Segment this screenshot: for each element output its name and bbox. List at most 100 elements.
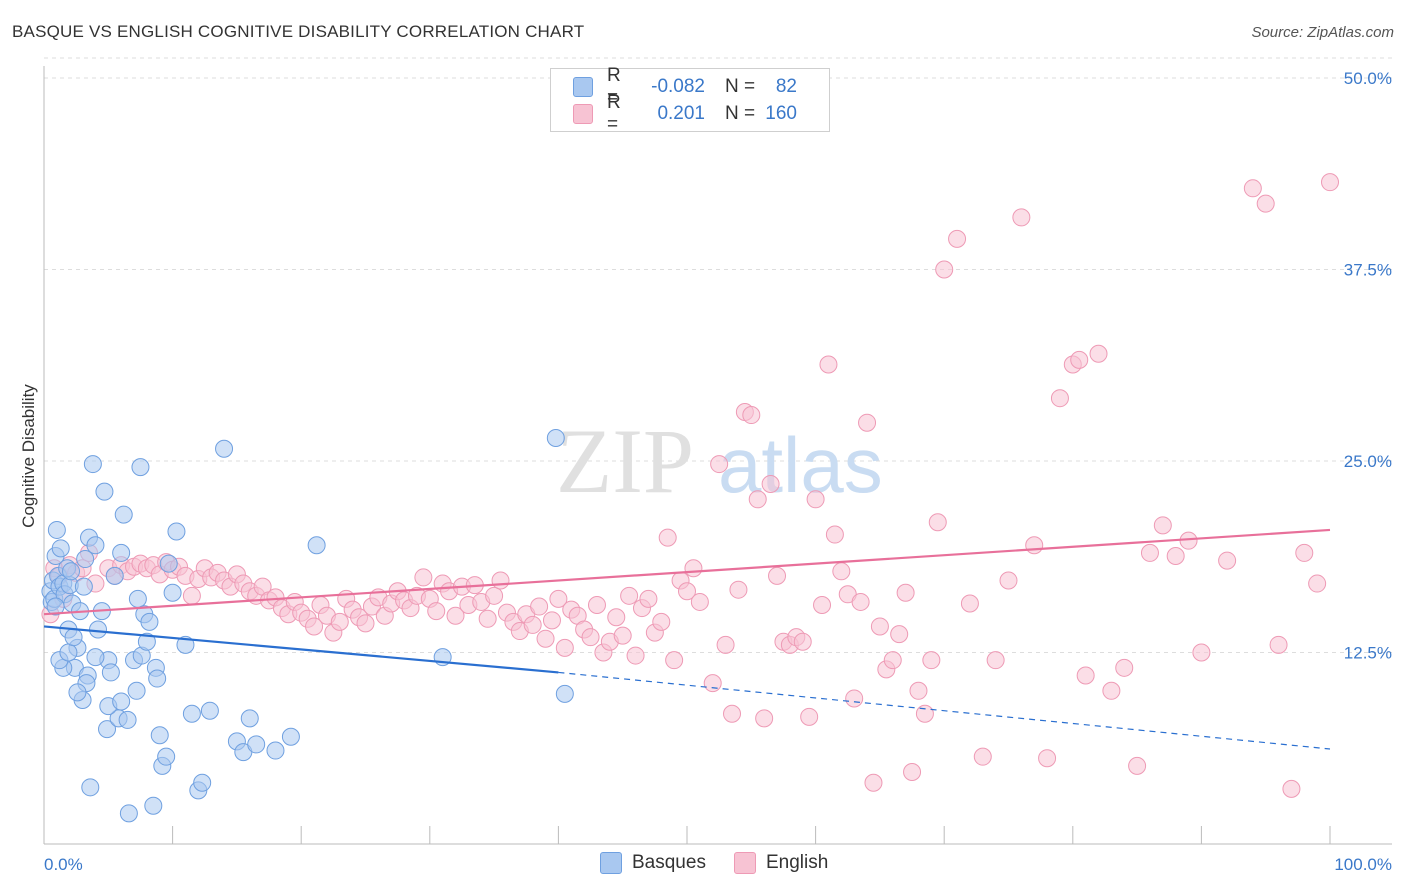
basques-point	[144, 796, 163, 815]
english-point	[832, 562, 851, 581]
english-point	[883, 651, 902, 670]
english-point	[915, 704, 934, 723]
y-tick-label: 25.0%	[1344, 452, 1392, 471]
basques-point	[86, 648, 105, 667]
basques-point	[137, 632, 156, 651]
basques-point	[74, 577, 93, 596]
english-point	[652, 612, 671, 631]
legend-item-english[interactable]: English	[733, 852, 828, 874]
basques-point	[89, 620, 108, 639]
basques-trend-line	[43, 625, 559, 674]
english-point	[690, 592, 709, 611]
legend-r-value: 0.201	[657, 103, 705, 124]
english-point	[748, 490, 767, 509]
english-point	[761, 474, 780, 493]
english-point	[716, 635, 735, 654]
english-point	[1243, 179, 1262, 198]
basques-point	[118, 710, 137, 729]
english-point	[536, 629, 555, 648]
english-point	[1089, 344, 1108, 363]
english-point	[986, 651, 1005, 670]
english-point	[1166, 546, 1185, 565]
stats-legend: R = -0.082 N = 82 R = 0.201 N = 160	[550, 65, 830, 135]
basques-point	[81, 778, 100, 797]
english-point	[903, 762, 922, 781]
english-point	[427, 602, 446, 621]
english-point	[896, 583, 915, 602]
english-point	[819, 355, 838, 374]
english-point	[491, 571, 510, 590]
legend-r-label: R =	[607, 92, 621, 135]
basques-point	[140, 612, 159, 631]
basques-point	[546, 429, 565, 448]
basques-point	[51, 539, 70, 558]
english-point	[1321, 173, 1339, 192]
english-point	[703, 674, 722, 693]
basques-point	[307, 536, 326, 555]
basques-point	[247, 735, 266, 754]
basques-point	[64, 628, 83, 647]
english-point	[864, 773, 883, 792]
basques-point	[167, 522, 186, 541]
watermark-atlas: atlas	[718, 421, 883, 509]
basques-point	[119, 804, 138, 823]
english-point	[813, 596, 832, 615]
basques-point	[148, 669, 167, 688]
english-point	[870, 617, 889, 636]
legend-swatch-basques	[600, 852, 622, 874]
basques-point	[47, 520, 66, 539]
legend-r-label: R =	[607, 65, 621, 108]
english-point	[960, 594, 979, 613]
english-point	[613, 626, 632, 645]
english-point	[1153, 516, 1172, 535]
english-point	[1102, 681, 1121, 700]
trend-lines	[43, 528, 1331, 750]
legend-swatch-english	[733, 852, 756, 874]
legend-label-basques: Basques	[632, 852, 706, 873]
english-point	[626, 646, 645, 665]
english-point	[478, 609, 497, 628]
english-point	[1308, 574, 1327, 593]
y-axis-label: Cognitive Disability	[19, 384, 38, 528]
english-point	[922, 651, 941, 670]
english-point	[542, 611, 561, 630]
english-point	[581, 628, 600, 647]
english-point	[1025, 536, 1044, 555]
legend-n-value: 160	[765, 103, 797, 124]
basques-point	[114, 505, 133, 524]
english-point	[555, 638, 574, 657]
basques-point	[112, 692, 131, 711]
english-point	[1012, 208, 1031, 227]
english-point	[935, 260, 954, 279]
english-point	[549, 589, 568, 608]
english-point	[587, 596, 606, 615]
source-label: Source: ZipAtlas.com	[1251, 24, 1394, 41]
english-point	[793, 632, 812, 651]
legend-item-basques[interactable]: Basques	[600, 852, 706, 874]
basques-point	[150, 726, 169, 745]
english-point	[1050, 389, 1069, 408]
axes	[43, 66, 1392, 845]
watermark-zip: ZIP	[556, 410, 694, 512]
basques-trend-extension	[558, 671, 1331, 750]
basques-point	[112, 543, 131, 562]
basques-point	[163, 583, 182, 602]
english-point	[1128, 756, 1147, 775]
english-point	[639, 589, 658, 608]
english-point	[1140, 543, 1159, 562]
english-point	[825, 525, 844, 544]
english-point	[948, 229, 967, 248]
english-point	[1218, 551, 1237, 570]
english-point	[729, 580, 748, 599]
basques-point	[46, 597, 65, 616]
english-point	[1269, 635, 1288, 654]
legend-swatch-basques	[573, 77, 593, 97]
y-tick-label: 50.0%	[1344, 69, 1392, 88]
legend-row-english: R = 0.201 N = 160	[573, 92, 797, 135]
basques-point	[127, 681, 146, 700]
legend-swatch-english	[573, 104, 593, 124]
basques-point	[95, 482, 114, 501]
y-tick-label: 37.5%	[1344, 261, 1392, 280]
basques-point	[193, 773, 212, 792]
english-point	[330, 612, 349, 631]
